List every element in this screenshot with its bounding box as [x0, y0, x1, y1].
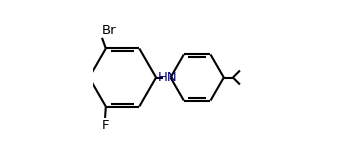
Text: HN: HN	[158, 71, 177, 84]
Text: Br: Br	[101, 24, 116, 37]
Text: F: F	[101, 119, 109, 132]
